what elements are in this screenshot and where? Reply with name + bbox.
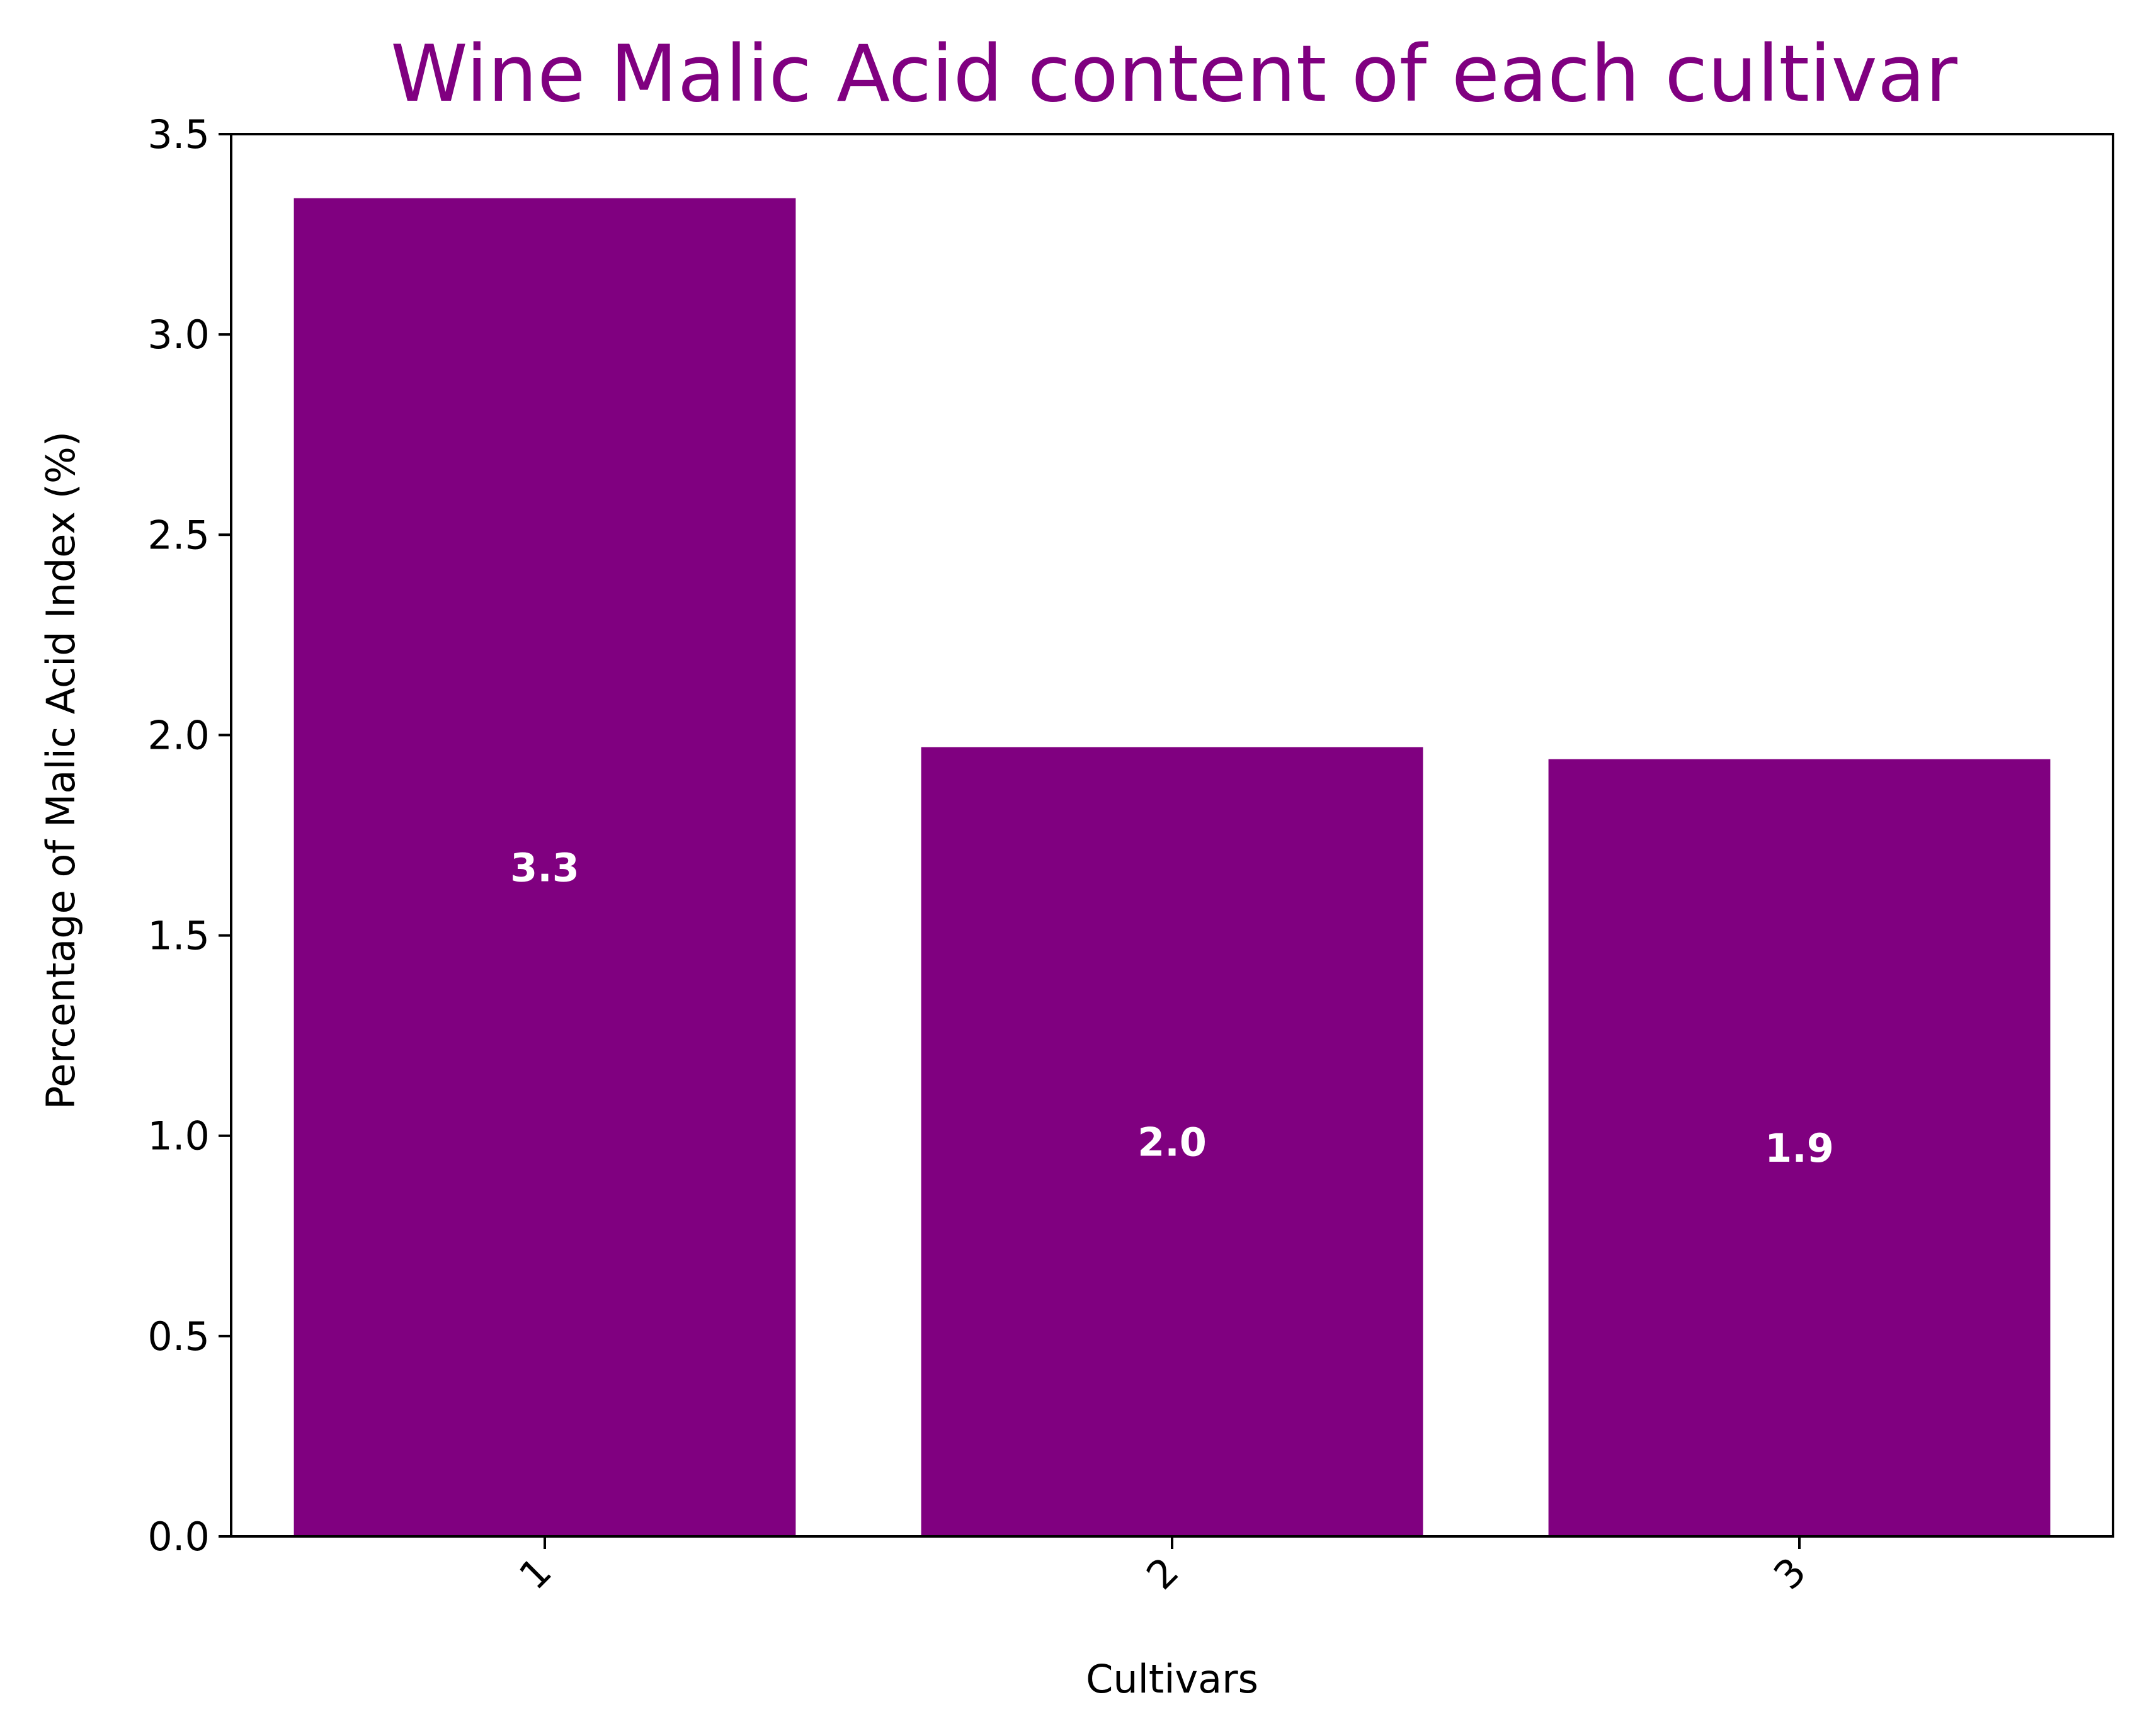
x-tick-label-3: 3 — [1765, 1548, 1815, 1599]
y-tick-label: 0.5 — [147, 1313, 210, 1359]
chart-title: Wine Malic Acid content of each cultivar — [390, 29, 1957, 120]
bar-3 — [1548, 759, 2051, 1536]
y-tick-label: 1.5 — [147, 913, 210, 959]
bar-1 — [293, 198, 796, 1537]
x-tick-label-2: 2 — [1137, 1548, 1188, 1599]
y-axis: 0.0 0.5 1.0 1.5 2.0 2.5 3.0 3.5 — [147, 111, 231, 1560]
y-tick-label: 3.0 — [147, 312, 210, 358]
y-tick-label: 3.5 — [147, 111, 210, 157]
data-label-1: 3.3 — [510, 844, 579, 890]
y-tick-label: 2.5 — [147, 512, 210, 558]
bar-2 — [921, 747, 1423, 1536]
x-axis-label: Cultivars — [1086, 1656, 1258, 1702]
data-label-3: 1.9 — [1765, 1125, 1834, 1171]
x-axis: 1 2 3 — [510, 1536, 1815, 1599]
x-tick-label-1: 1 — [510, 1548, 561, 1599]
bars-layer — [293, 198, 2051, 1537]
y-axis-label: Percentage of Malic Acid Index (%) — [38, 431, 84, 1109]
data-labels-layer: 3.3 2.0 1.9 — [510, 844, 1834, 1171]
y-tick-label: 0.0 — [147, 1514, 210, 1560]
y-tick-label: 2.0 — [147, 712, 210, 758]
y-tick-label: 1.0 — [147, 1113, 210, 1159]
data-label-2: 2.0 — [1137, 1119, 1207, 1165]
